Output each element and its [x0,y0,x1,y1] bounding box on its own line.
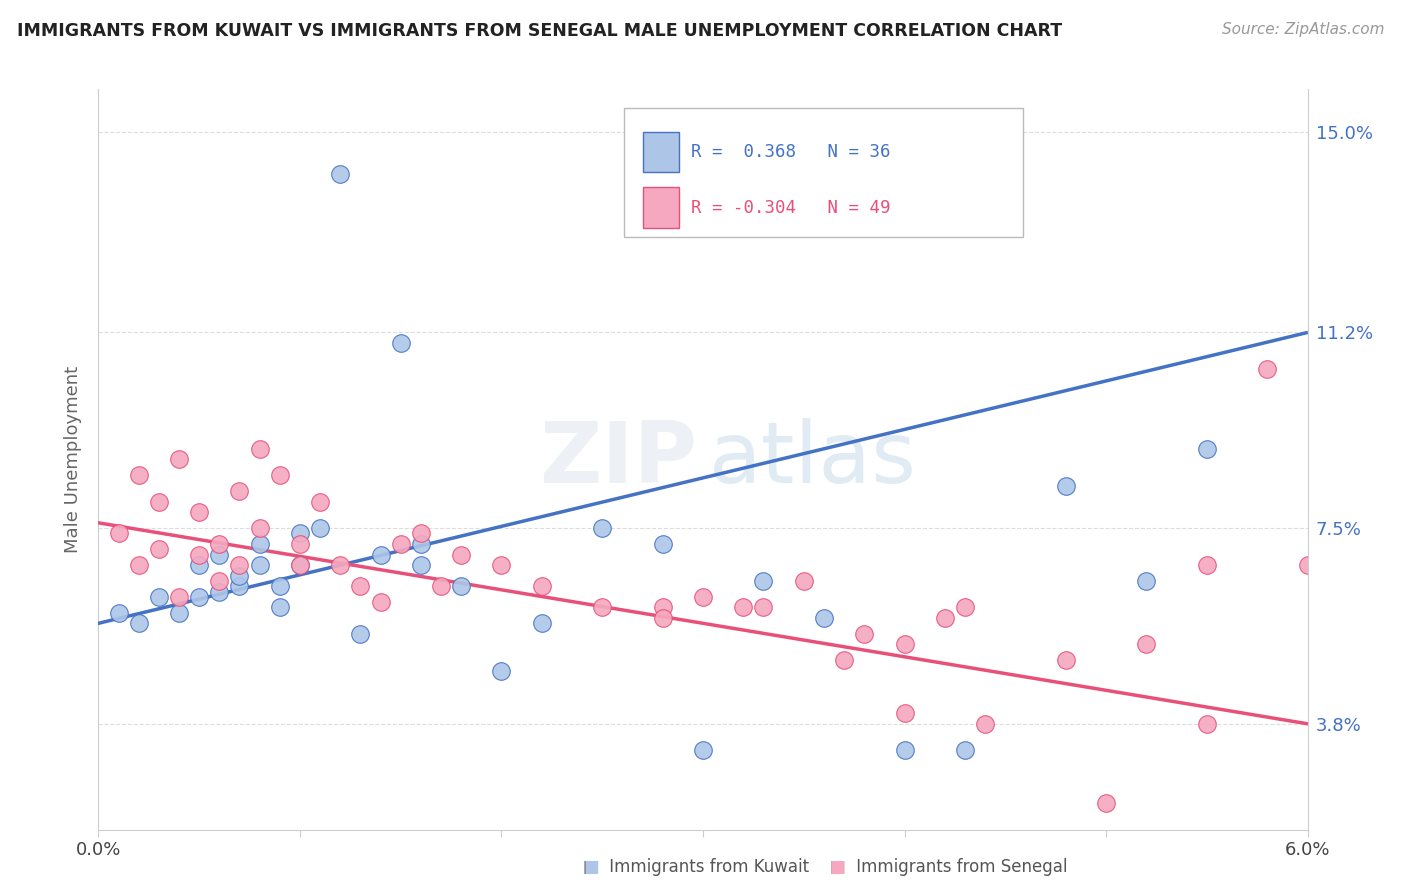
Point [370,548,392,562]
Point [288,526,311,541]
Point [288,558,311,573]
Point [329,558,352,573]
Point [228,558,250,573]
Point [148,542,170,557]
Point [752,600,775,615]
Point [813,611,835,625]
Point [651,537,673,551]
FancyBboxPatch shape [624,108,1024,237]
Point [409,537,432,551]
Point [107,606,129,620]
Point [1135,638,1157,652]
Point [329,167,352,181]
Point [491,664,513,678]
Bar [643,132,679,172]
Text: R =  0.368   N = 36: R = 0.368 N = 36 [690,143,890,161]
Point [249,558,271,573]
Point [893,743,915,757]
Point [1135,574,1157,588]
Point [128,468,150,483]
Point [188,505,211,519]
Point [953,600,976,615]
Point [228,568,250,582]
Point [450,548,472,562]
Point [249,537,271,551]
Point [349,627,371,641]
Point [591,600,613,615]
Text: ■: ■ [830,858,845,876]
Point [128,616,150,631]
Point [733,600,755,615]
Text: atlas: atlas [709,417,917,501]
Point [228,579,250,593]
Y-axis label: Male Unemployment: Male Unemployment [65,366,83,553]
Text: ■: ■ [583,858,599,876]
Point [208,584,231,599]
Point [167,590,190,604]
Point [167,452,190,467]
Text: IMMIGRANTS FROM KUWAIT VS IMMIGRANTS FROM SENEGAL MALE UNEMPLOYMENT CORRELATION : IMMIGRANTS FROM KUWAIT VS IMMIGRANTS FRO… [17,22,1062,40]
Point [530,579,553,593]
Text: ■  Immigrants from Kuwait: ■ Immigrants from Kuwait [583,858,810,876]
Point [269,579,291,593]
Point [370,595,392,609]
Point [249,521,271,535]
Point [651,600,673,615]
Point [148,590,170,604]
Text: Source: ZipAtlas.com: Source: ZipAtlas.com [1222,22,1385,37]
Point [1195,558,1218,573]
Point [309,521,332,535]
Point [208,537,231,551]
Point [1256,362,1278,376]
Point [409,558,432,573]
Point [491,558,513,573]
Point [893,638,915,652]
Point [591,521,613,535]
Point [208,574,231,588]
Text: ZIP: ZIP [540,417,697,501]
Bar [643,187,679,228]
Point [309,494,332,508]
Point [1195,442,1218,456]
Point [1054,479,1077,493]
Point [107,526,129,541]
Point [832,653,855,667]
Point [188,590,211,604]
Point [430,579,453,593]
Text: R = -0.304   N = 49: R = -0.304 N = 49 [690,199,890,217]
Point [249,442,271,456]
Point [1095,796,1118,810]
Point [208,548,231,562]
Point [752,574,775,588]
Point [953,743,976,757]
Point [793,574,815,588]
Point [288,537,311,551]
Point [389,537,412,551]
Point [974,716,997,731]
Point [288,558,311,573]
Point [167,606,190,620]
Point [853,627,876,641]
Point [409,526,432,541]
Point [188,558,211,573]
Point [651,611,673,625]
Point [1195,716,1218,731]
Point [188,548,211,562]
Point [269,600,291,615]
Point [148,494,170,508]
Point [389,336,412,351]
Point [269,468,291,483]
Point [934,611,956,625]
Point [692,743,714,757]
Text: ■  Immigrants from Senegal: ■ Immigrants from Senegal [830,858,1067,876]
Point [1296,558,1319,573]
Point [692,590,714,604]
Point [450,579,472,593]
Point [1054,653,1077,667]
Point [228,484,250,499]
Point [893,706,915,721]
Point [128,558,150,573]
Point [530,616,553,631]
Point [349,579,371,593]
